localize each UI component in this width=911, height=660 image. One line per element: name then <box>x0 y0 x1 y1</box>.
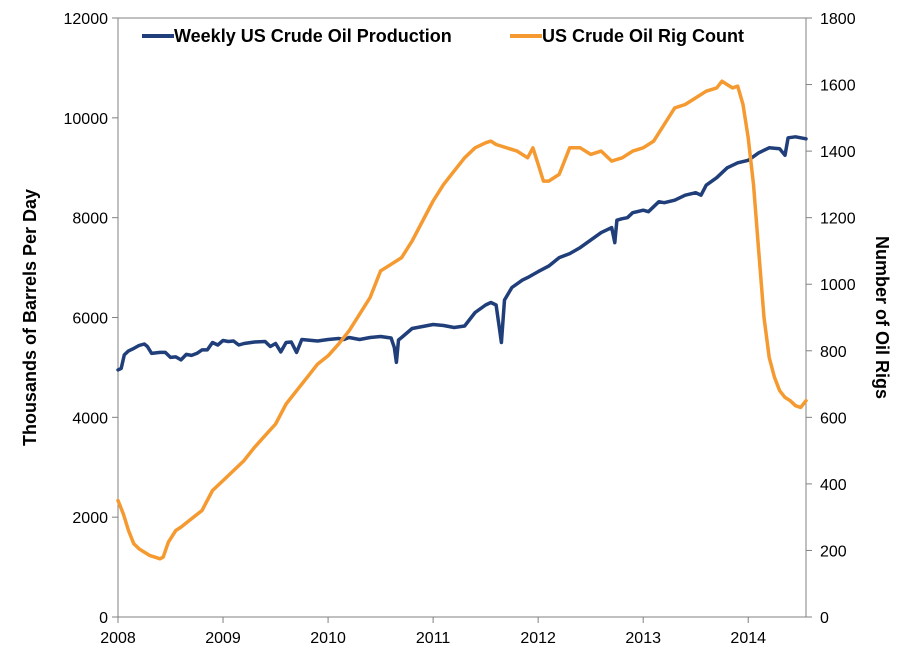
series-group <box>116 79 808 561</box>
tick-labels: 0 2000 4000 6000 8000 10000 12000 0 200 400 600 800… <box>64 11 856 647</box>
y-left-tick-label: 6000 <box>72 311 108 328</box>
y-left-tick-label: 0 <box>99 610 108 627</box>
series-line-0 <box>116 135 808 372</box>
x-tick-label: 2014 <box>730 630 766 647</box>
y-right-tick-label: 1000 <box>820 277 856 294</box>
x-tick-label: 2013 <box>625 630 661 647</box>
x-tick-label: 2010 <box>310 630 346 647</box>
y-right-tick-label: 600 <box>820 410 847 427</box>
legend: Weekly US Crude Oil Production US Crude O… <box>142 26 744 46</box>
y-right-tick-label: 1400 <box>820 144 856 161</box>
y-left-tick-label: 12000 <box>64 11 109 28</box>
legend-label-0: Weekly US Crude Oil Production <box>174 26 452 46</box>
y-right-tick-label: 0 <box>820 610 829 627</box>
x-tick-label: 2012 <box>520 630 556 647</box>
y-left-tick-label: 8000 <box>72 211 108 228</box>
series-line-1 <box>116 79 808 561</box>
plot-frame <box>117 17 807 618</box>
y-left-tick-label: 4000 <box>72 410 108 427</box>
y-left-axis-title: Thousands of Barrels Per Day <box>20 189 40 446</box>
y-right-tick-label: 400 <box>820 477 847 494</box>
y-left-tick-label: 10000 <box>64 111 109 128</box>
y-right-tick-label: 800 <box>820 344 847 361</box>
y-right-tick-label: 1600 <box>820 78 856 95</box>
y-right-tick-label: 1200 <box>820 211 856 228</box>
y-right-axis-title: Number of Oil Rigs <box>872 236 892 399</box>
legend-label-1: US Crude Oil Rig Count <box>542 26 744 46</box>
axes-frame <box>117 17 807 618</box>
x-tick-label: 2009 <box>205 630 241 647</box>
y-right-tick-label: 1800 <box>820 11 856 28</box>
x-tick-label: 2008 <box>100 630 136 647</box>
y-left-tick-label: 2000 <box>72 510 108 527</box>
x-tick-label: 2011 <box>416 630 451 647</box>
y-right-tick-label: 200 <box>820 543 847 560</box>
